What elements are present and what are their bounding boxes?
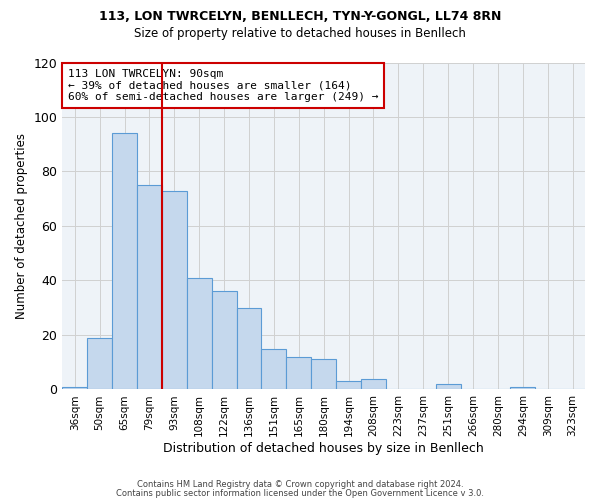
Text: 113, LON TWRCELYN, BENLLECH, TYN-Y-GONGL, LL74 8RN: 113, LON TWRCELYN, BENLLECH, TYN-Y-GONGL… — [99, 10, 501, 23]
Bar — [262, 348, 286, 390]
Bar — [137, 185, 162, 390]
Bar — [112, 134, 137, 390]
Text: 113 LON TWRCELYN: 90sqm
← 39% of detached houses are smaller (164)
60% of semi-d: 113 LON TWRCELYN: 90sqm ← 39% of detache… — [68, 69, 378, 102]
Bar — [511, 386, 535, 390]
Bar — [162, 190, 187, 390]
Text: Size of property relative to detached houses in Benllech: Size of property relative to detached ho… — [134, 28, 466, 40]
Bar — [361, 378, 386, 390]
Bar — [62, 386, 87, 390]
Bar — [236, 308, 262, 390]
Bar — [187, 278, 212, 390]
X-axis label: Distribution of detached houses by size in Benllech: Distribution of detached houses by size … — [163, 442, 484, 455]
Text: Contains public sector information licensed under the Open Government Licence v : Contains public sector information licen… — [116, 488, 484, 498]
Bar — [286, 357, 311, 390]
Bar — [311, 360, 336, 390]
Y-axis label: Number of detached properties: Number of detached properties — [15, 133, 28, 319]
Bar — [436, 384, 461, 390]
Text: Contains HM Land Registry data © Crown copyright and database right 2024.: Contains HM Land Registry data © Crown c… — [137, 480, 463, 489]
Bar — [87, 338, 112, 390]
Bar — [336, 382, 361, 390]
Bar — [212, 292, 236, 390]
